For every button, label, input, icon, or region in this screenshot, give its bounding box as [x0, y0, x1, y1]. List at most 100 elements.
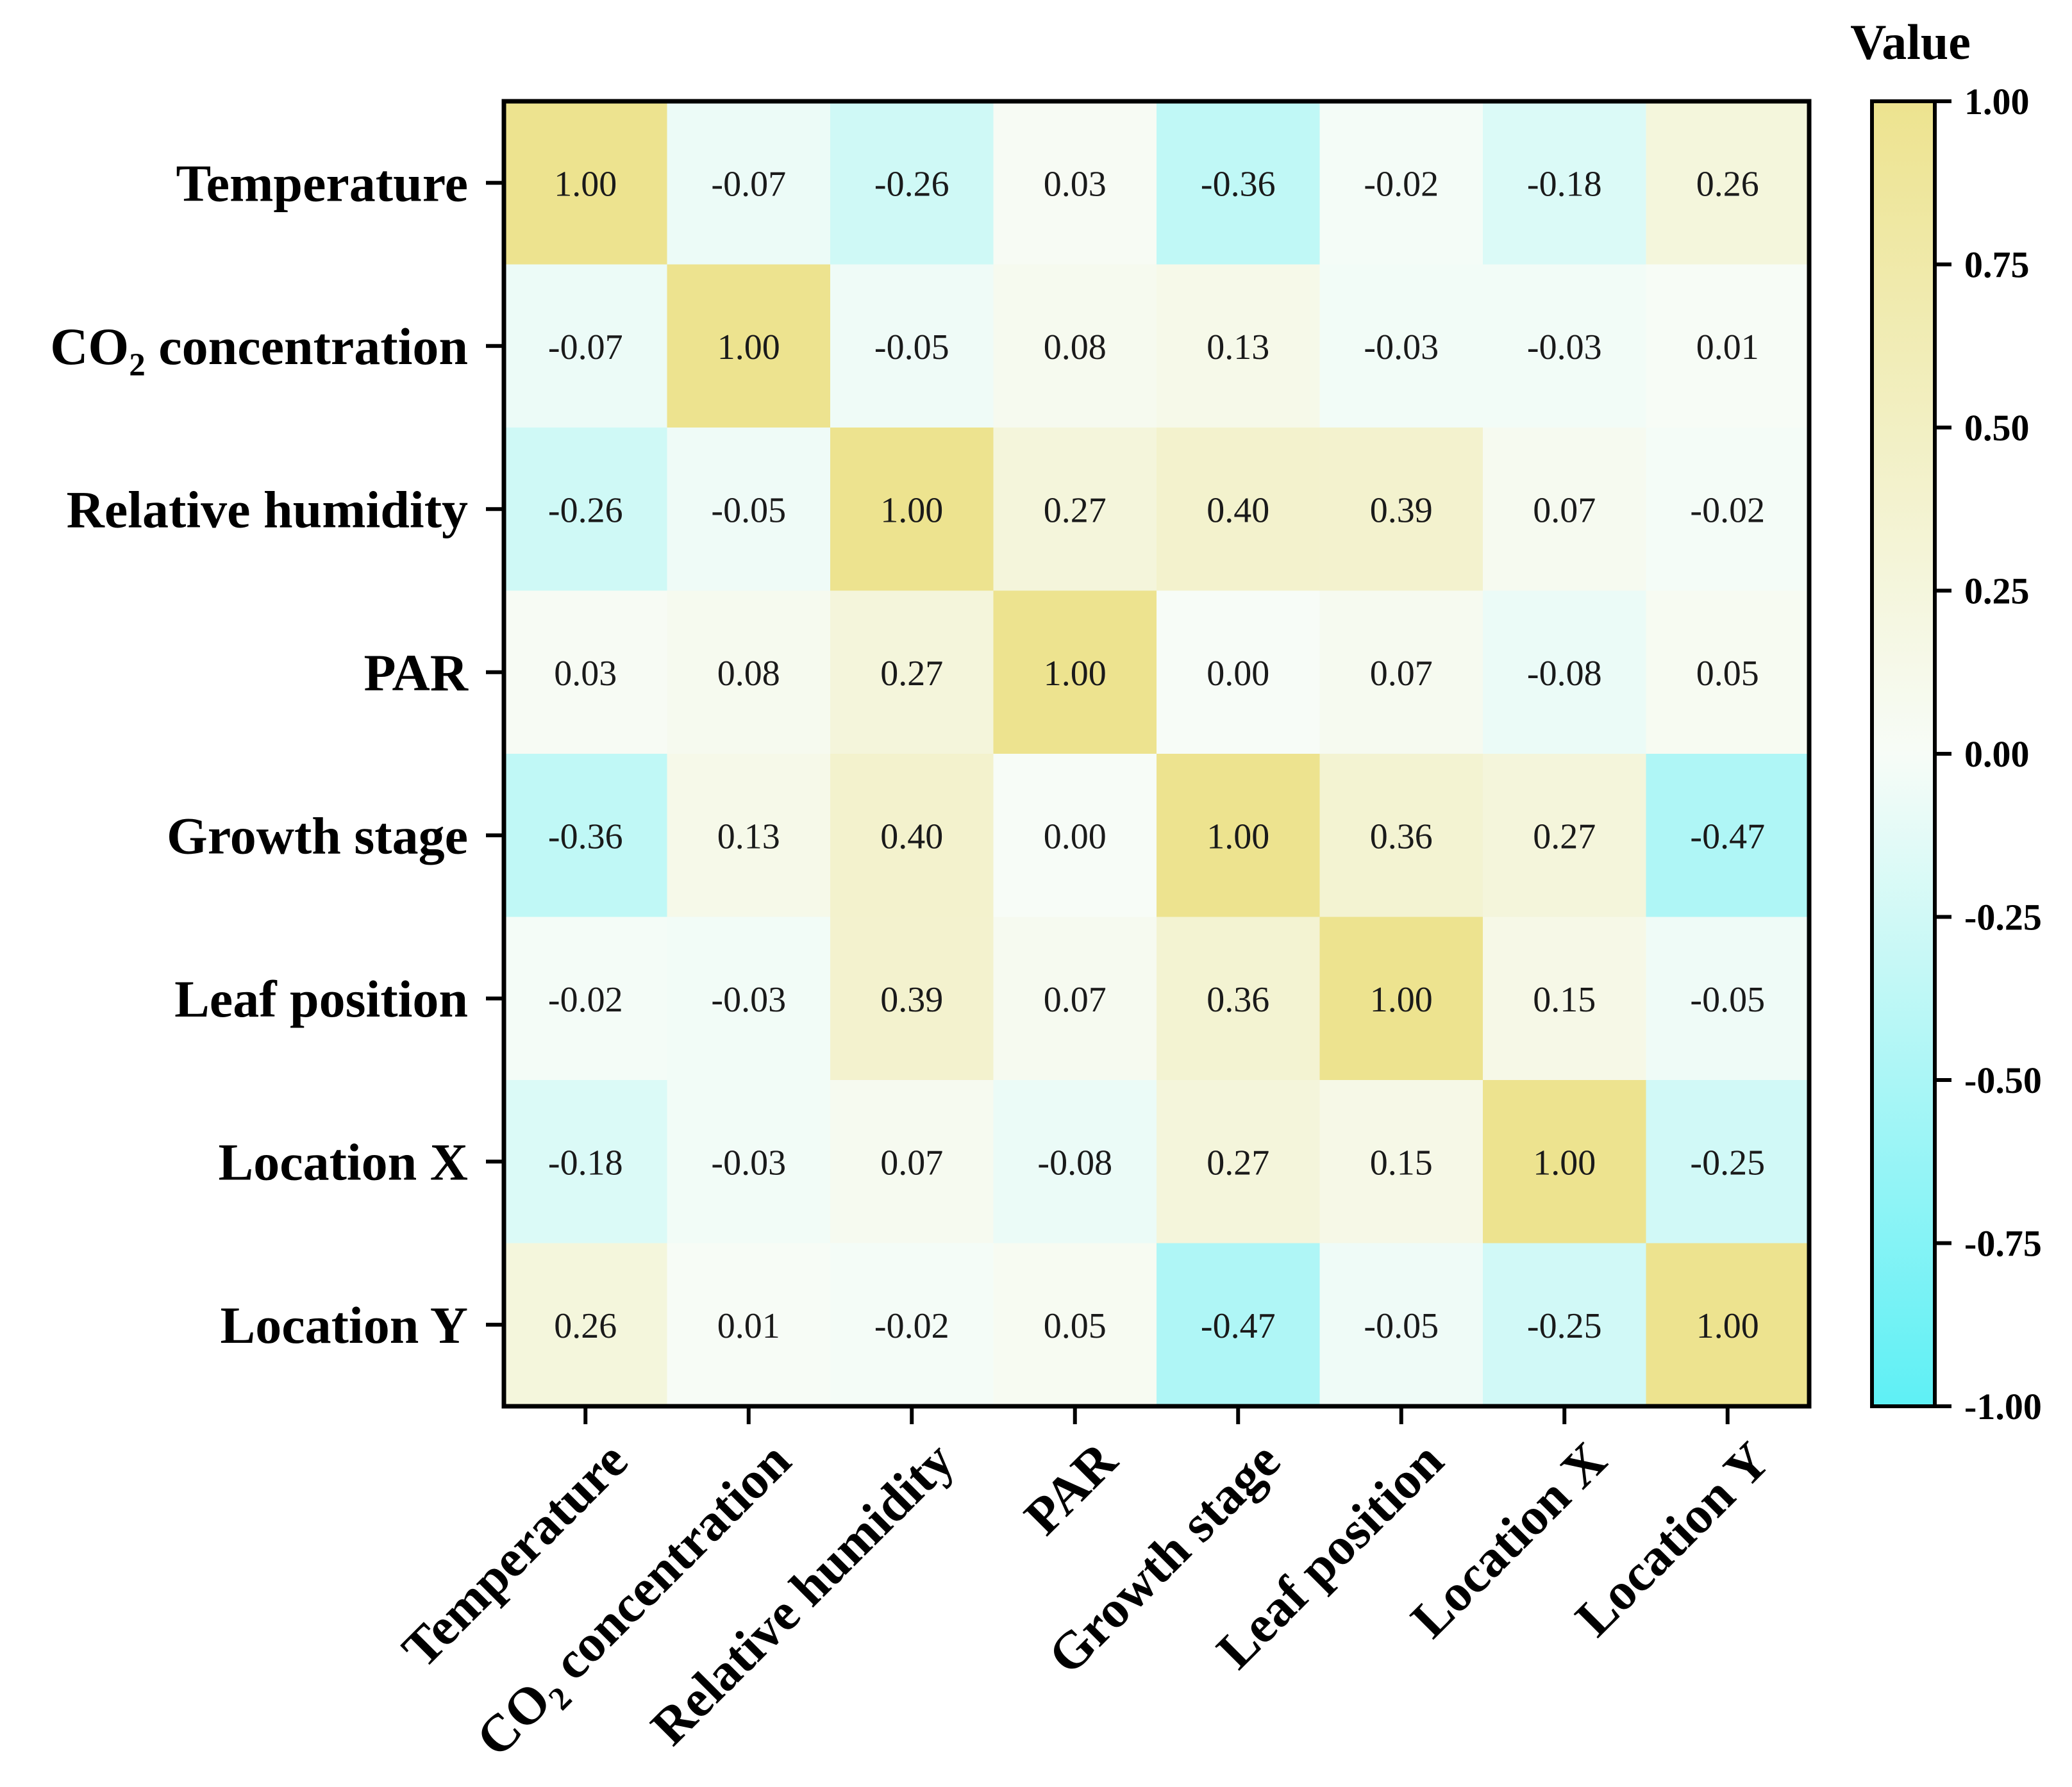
y-axis-label: PAR	[364, 644, 469, 702]
cell-value-label: 0.26	[1696, 164, 1759, 204]
y-axis-label: Relative humidity	[67, 480, 468, 538]
cell-value-label: -0.36	[1201, 164, 1276, 204]
heatmap-cell	[830, 590, 994, 754]
heatmap-cell	[1483, 428, 1647, 592]
y-axis-label: Location X	[219, 1133, 469, 1191]
x-axis-label: Relative humidity	[640, 1431, 965, 1756]
heatmap-cell	[504, 101, 668, 265]
heatmap-cell	[1157, 101, 1321, 265]
cell-value-label: -0.03	[711, 1143, 786, 1183]
cell-value-label: -0.08	[1037, 1143, 1112, 1183]
heatmap-cell	[504, 1080, 668, 1244]
cell-value-label: -0.03	[711, 980, 786, 1020]
cell-value-label: 0.07	[880, 1143, 943, 1183]
heatmap-cell	[1646, 754, 1810, 918]
cell-value-label: 0.27	[880, 654, 943, 694]
heatmap-cell	[1646, 1080, 1810, 1244]
cell-value-label: 0.03	[554, 654, 617, 694]
heatmap-cell	[667, 1243, 831, 1407]
heatmap-cell	[1646, 1243, 1810, 1407]
cell-value-label: 0.07	[1044, 980, 1107, 1020]
cell-value-label: 0.27	[1044, 490, 1107, 530]
heatmap-cell	[667, 428, 831, 592]
cell-value-label: 0.36	[1370, 817, 1433, 856]
heatmap-cell	[1157, 1243, 1321, 1407]
cell-value-label: 1.00	[1370, 980, 1433, 1020]
colorbar-tick-label: -0.50	[1964, 1060, 2042, 1101]
y-axis-label: Temperature	[176, 154, 468, 212]
colorbar-tick-label: 0.00	[1964, 733, 2030, 775]
heatmap-cell	[1157, 754, 1321, 918]
cell-value-label: 0.40	[1207, 490, 1269, 530]
cell-value-label: -0.26	[548, 490, 623, 530]
heatmap-cell	[1646, 917, 1810, 1081]
heatmap-cell	[1319, 917, 1483, 1081]
cell-value-label: -0.07	[711, 164, 786, 204]
cell-value-label: 0.15	[1533, 980, 1596, 1020]
colorbar-tick-label: 1.00	[1964, 81, 2030, 122]
cell-value-label: 1.00	[1207, 817, 1269, 856]
cell-value-label: -0.02	[1690, 490, 1765, 530]
cell-value-label: 1.00	[1696, 1306, 1759, 1346]
heatmap-cell	[504, 590, 668, 754]
heatmap-cell	[504, 428, 668, 592]
cell-value-label: -0.03	[1364, 328, 1439, 367]
heatmap-cell	[1319, 101, 1483, 265]
heatmap-cell-values: 1.00 -0.07 -0.26 0.03 -0.36 -0.02 -0.18 0.26 -0.…	[548, 164, 1765, 1346]
colorbar-tick-label: 0.75	[1964, 244, 2030, 286]
cell-value-label: 0.07	[1370, 654, 1433, 694]
cell-value-label: 0.08	[1044, 328, 1107, 367]
cell-value-label: 0.13	[1207, 328, 1269, 367]
x-axis-label: PAR	[1013, 1431, 1128, 1546]
cell-value-label: -0.05	[874, 328, 949, 367]
heatmap-cell	[504, 917, 668, 1081]
cell-value-label: -0.36	[548, 817, 623, 856]
heatmap-cell	[1319, 1080, 1483, 1244]
heatmap-cell	[1157, 590, 1321, 754]
heatmap-cell	[1483, 1243, 1647, 1407]
cell-value-label: 0.27	[1207, 1143, 1269, 1183]
colorbar-tick-label: -1.00	[1964, 1386, 2042, 1427]
heatmap-cell	[504, 264, 668, 428]
heatmap-cell	[993, 1243, 1157, 1407]
heatmap-cell	[993, 428, 1157, 592]
y-axis-label: Location Y	[221, 1296, 468, 1354]
heatmap-cell	[993, 264, 1157, 428]
heatmap-cell	[1646, 264, 1810, 428]
cell-value-label: 0.05	[1044, 1306, 1107, 1346]
cell-value-label: 0.01	[1696, 328, 1759, 367]
cell-value-label: 0.00	[1044, 817, 1107, 856]
colorbar-tick-label: -0.25	[1964, 897, 2042, 938]
cell-value-label: 0.00	[1207, 654, 1269, 694]
heatmap-cell	[993, 101, 1157, 265]
heatmap-cell	[667, 264, 831, 428]
cell-value-label: 0.36	[1207, 980, 1269, 1020]
cell-value-label: -0.02	[548, 980, 623, 1020]
heatmap-cell	[667, 917, 831, 1081]
heatmap-cell	[1483, 1080, 1647, 1244]
cell-value-label: -0.18	[548, 1143, 623, 1183]
heatmap-cell	[1483, 917, 1647, 1081]
cell-value-label: -0.08	[1527, 654, 1602, 694]
y-axis-label: Leaf position	[174, 970, 468, 1028]
cell-value-label: -0.25	[1690, 1143, 1765, 1183]
heatmap-cell	[1157, 917, 1321, 1081]
heatmap-cell	[830, 917, 994, 1081]
heatmap-cell	[1319, 754, 1483, 918]
plot-frame	[501, 99, 1812, 1409]
heatmap-cell	[667, 101, 831, 265]
cell-value-label: 0.26	[554, 1306, 617, 1346]
cell-value-label: -0.47	[1201, 1306, 1276, 1346]
heatmap-cell	[1483, 101, 1647, 265]
colorbar-tick-label: 0.25	[1964, 570, 2030, 612]
heatmap-cell	[830, 101, 994, 265]
cell-value-label: -0.05	[711, 490, 786, 530]
colorbar-tick-label: -0.75	[1964, 1223, 2042, 1265]
heatmap-cell	[993, 754, 1157, 918]
heatmap-cells	[504, 101, 1810, 1407]
axis-ticks	[486, 181, 1730, 1424]
cell-value-label: -0.07	[548, 328, 623, 367]
cell-value-label: 0.07	[1533, 490, 1596, 530]
colorbar-tick-label: 0.50	[1964, 407, 2030, 449]
